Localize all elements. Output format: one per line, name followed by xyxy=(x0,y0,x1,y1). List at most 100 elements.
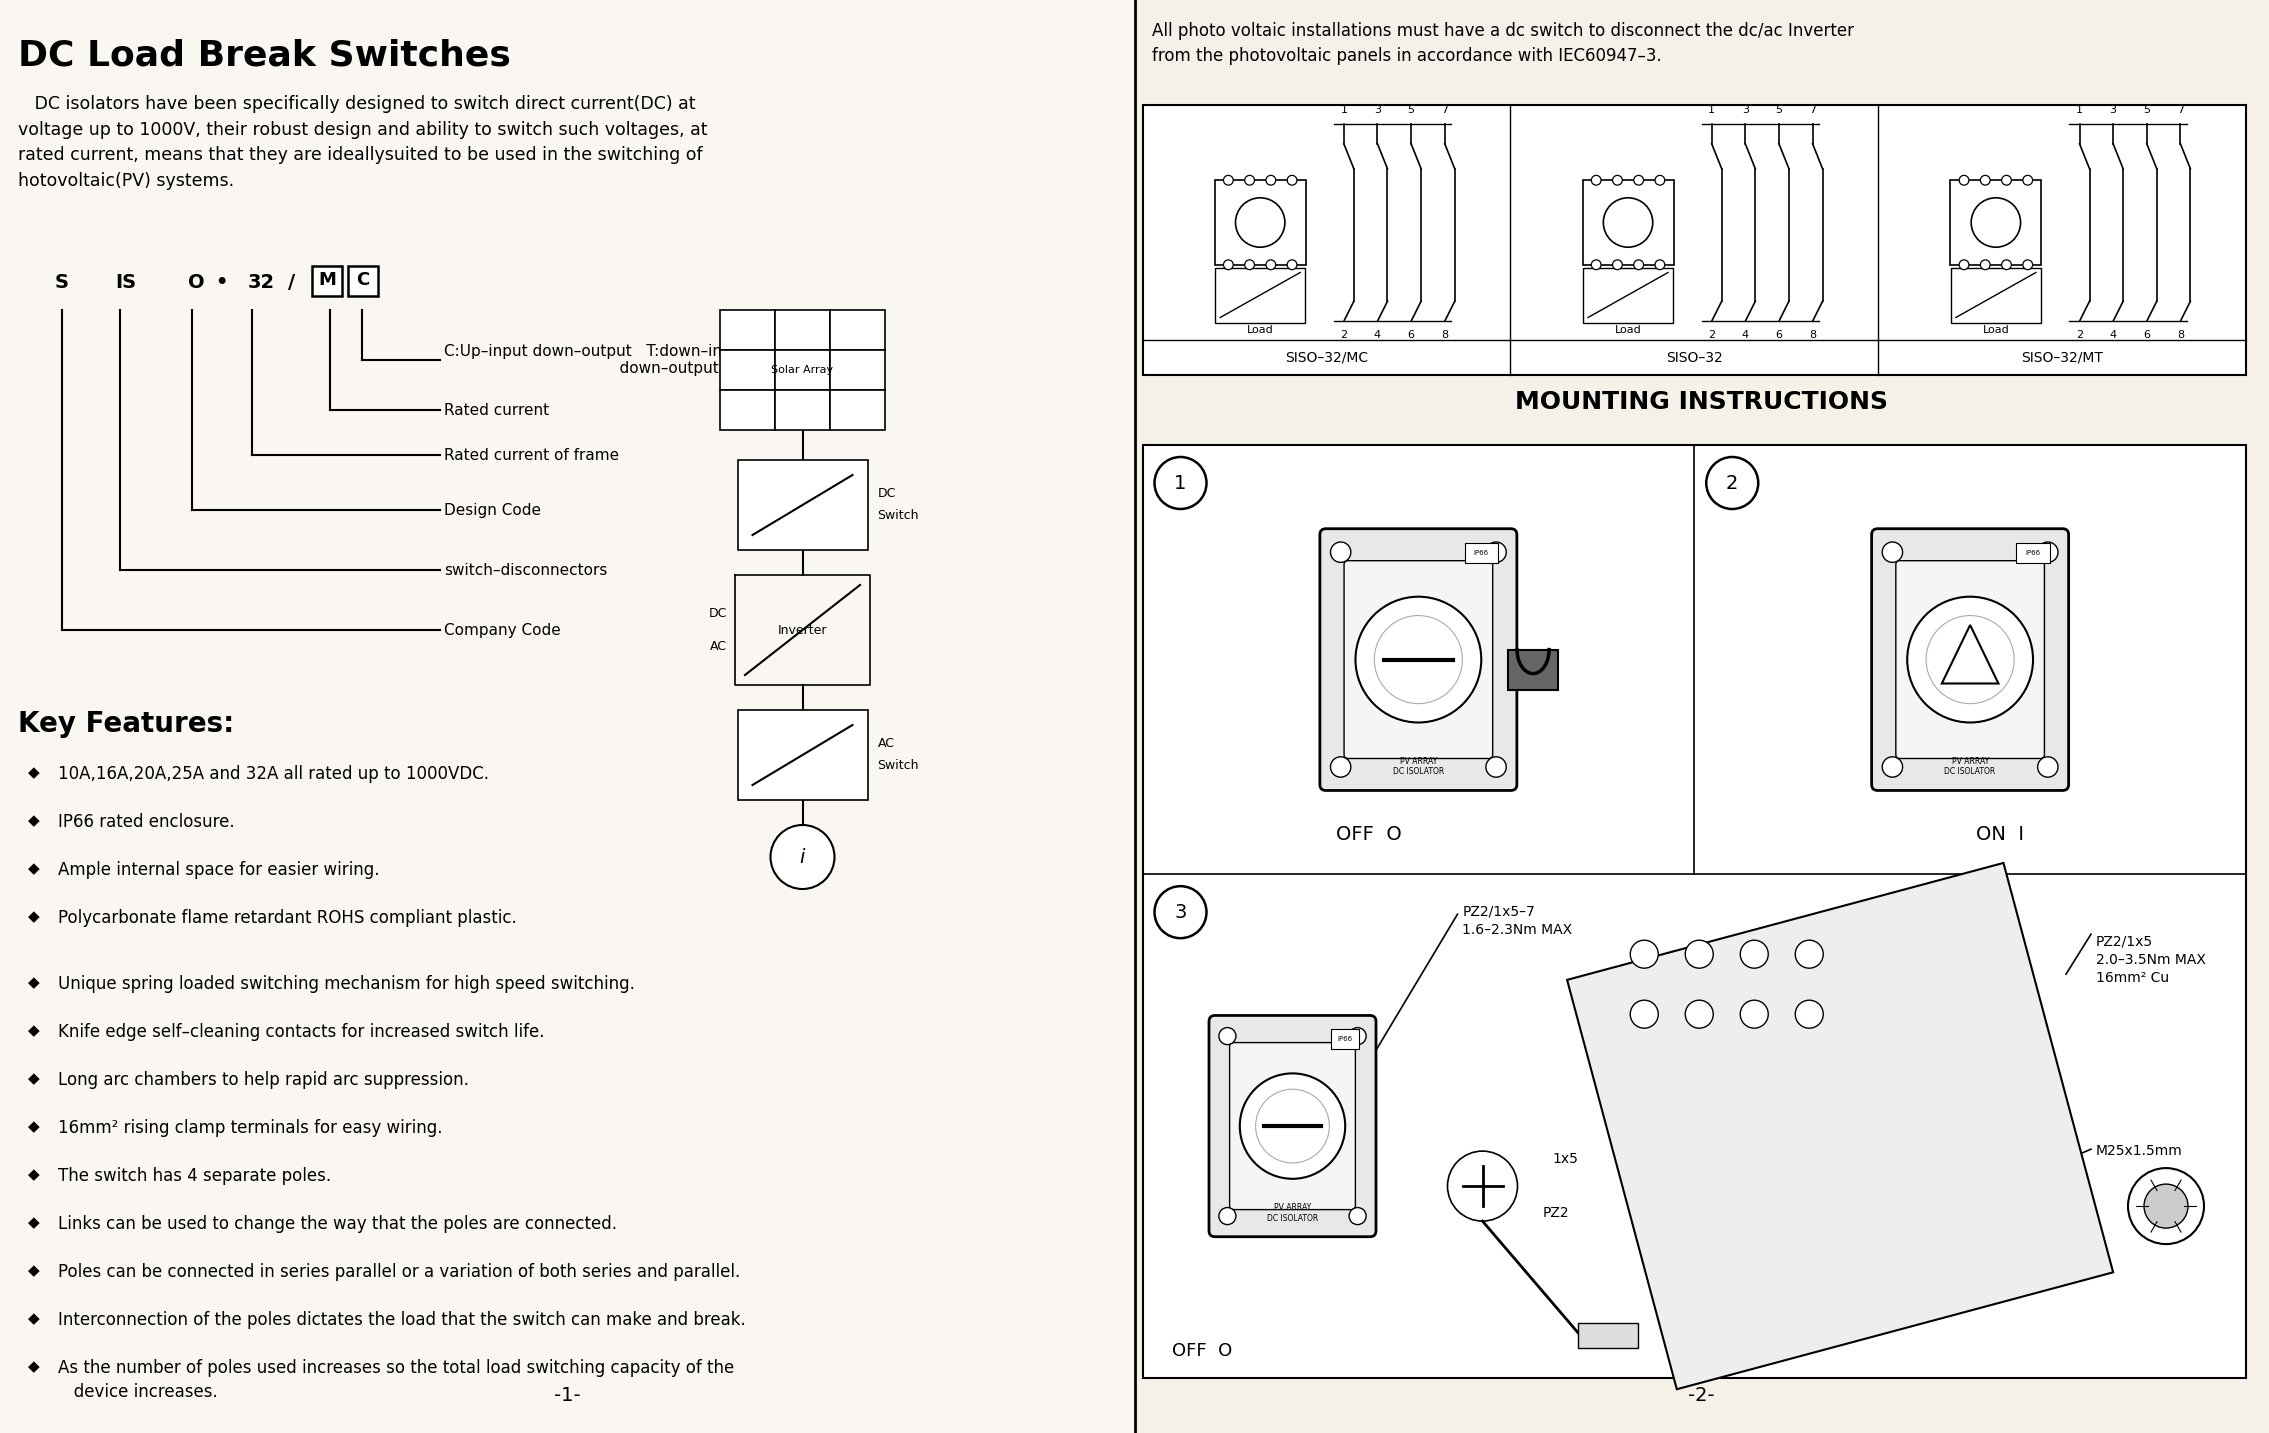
Circle shape xyxy=(1223,175,1234,185)
Text: M: M xyxy=(318,271,336,289)
Text: SISO–32/MC: SISO–32/MC xyxy=(1284,351,1368,364)
Text: AC: AC xyxy=(878,737,894,749)
Circle shape xyxy=(1634,175,1643,185)
Text: 16mm² rising clamp terminals for easy wiring.: 16mm² rising clamp terminals for easy wi… xyxy=(59,1119,442,1136)
Text: 3: 3 xyxy=(1375,105,1382,115)
Circle shape xyxy=(2038,757,2058,777)
Text: PV ARRAY
DC ISOLATOR: PV ARRAY DC ISOLATOR xyxy=(1945,757,1997,777)
Text: All photo voltaic installations must have a dc switch to disconnect the dc/ac In: All photo voltaic installations must hav… xyxy=(1153,21,1854,64)
Text: PZ2/1x5–7
1.6–2.3Nm MAX: PZ2/1x5–7 1.6–2.3Nm MAX xyxy=(1464,904,1572,937)
Text: 3: 3 xyxy=(1743,105,1749,115)
Text: 8: 8 xyxy=(2176,330,2185,340)
Bar xyxy=(1216,268,1305,322)
Bar xyxy=(830,350,885,390)
Text: MOUNTING INSTRUCTIONS: MOUNTING INSTRUCTIONS xyxy=(1516,390,1888,414)
Text: 2: 2 xyxy=(1341,330,1348,340)
Text: 2: 2 xyxy=(1727,473,1738,493)
Text: /: / xyxy=(288,274,295,292)
Bar xyxy=(1134,0,2269,1433)
Circle shape xyxy=(2024,175,2033,185)
Circle shape xyxy=(1330,757,1350,777)
Circle shape xyxy=(2024,259,2033,269)
Text: 6: 6 xyxy=(2144,330,2151,340)
Text: Inverter: Inverter xyxy=(778,623,828,636)
Bar xyxy=(830,310,885,350)
Text: ◆: ◆ xyxy=(27,1262,41,1278)
Text: Switch: Switch xyxy=(878,758,919,771)
Bar xyxy=(776,310,830,350)
Circle shape xyxy=(1237,198,1284,248)
Text: M25x1.5mm: M25x1.5mm xyxy=(2097,1144,2183,1158)
Bar xyxy=(719,390,776,430)
Circle shape xyxy=(1795,1000,1824,1029)
Circle shape xyxy=(1218,1208,1237,1225)
Bar xyxy=(1584,268,1672,322)
Circle shape xyxy=(1981,175,1990,185)
Text: 7: 7 xyxy=(1441,105,1448,115)
Text: 3: 3 xyxy=(1175,903,1187,921)
Text: O: O xyxy=(188,274,204,292)
Text: C: C xyxy=(356,271,370,289)
Circle shape xyxy=(1266,175,1275,185)
FancyBboxPatch shape xyxy=(1872,529,2069,791)
Circle shape xyxy=(1155,886,1207,939)
Circle shape xyxy=(1686,1000,1713,1029)
Bar xyxy=(776,390,830,430)
Text: 6: 6 xyxy=(1407,330,1414,340)
Bar xyxy=(830,390,885,430)
Bar xyxy=(1568,863,2112,1389)
Circle shape xyxy=(1486,542,1507,562)
Text: Polycarbonate flame retardant ROHS compliant plastic.: Polycarbonate flame retardant ROHS compl… xyxy=(59,909,517,927)
Circle shape xyxy=(1255,1089,1330,1164)
Text: ◆: ◆ xyxy=(27,974,41,990)
Text: ◆: ◆ xyxy=(27,1166,41,1182)
Text: 1: 1 xyxy=(1341,105,1348,115)
Circle shape xyxy=(1330,542,1350,562)
Circle shape xyxy=(1287,175,1298,185)
Text: ◆: ◆ xyxy=(27,861,41,876)
Text: ◆: ◆ xyxy=(27,1023,41,1037)
Bar xyxy=(1144,105,2246,375)
Circle shape xyxy=(1613,175,1622,185)
Text: SISO–32/MT: SISO–32/MT xyxy=(2022,351,2103,364)
Circle shape xyxy=(2001,175,2010,185)
Text: Knife edge self–cleaning contacts for increased switch life.: Knife edge self–cleaning contacts for in… xyxy=(59,1023,545,1040)
Text: 8: 8 xyxy=(1808,330,1815,340)
Circle shape xyxy=(1350,1208,1366,1225)
Text: Switch: Switch xyxy=(878,509,919,522)
Text: OFF  O: OFF O xyxy=(1173,1341,1232,1360)
Circle shape xyxy=(1448,1151,1518,1221)
Circle shape xyxy=(1958,175,1969,185)
Circle shape xyxy=(1686,940,1713,969)
Text: Links can be used to change the way that the poles are connected.: Links can be used to change the way that… xyxy=(59,1215,617,1232)
Text: -1-: -1- xyxy=(554,1386,581,1404)
Bar xyxy=(1214,181,1305,265)
Text: PV ARRAY
DC ISOLATOR: PV ARRAY DC ISOLATOR xyxy=(1393,757,1443,777)
Circle shape xyxy=(1350,1027,1366,1045)
Text: 3: 3 xyxy=(2110,105,2117,115)
Text: ◆: ◆ xyxy=(27,1070,41,1086)
Bar xyxy=(313,267,343,297)
Text: Ample internal space for easier wiring.: Ample internal space for easier wiring. xyxy=(59,861,379,878)
Text: Company Code: Company Code xyxy=(445,622,560,638)
Circle shape xyxy=(1629,940,1659,969)
Circle shape xyxy=(1654,175,1665,185)
Text: 32: 32 xyxy=(247,274,275,292)
Text: Rated current: Rated current xyxy=(445,403,549,417)
Text: PZ2/1x5
2.0–3.5Nm MAX
16mm² Cu: PZ2/1x5 2.0–3.5Nm MAX 16mm² Cu xyxy=(2097,934,2205,984)
Circle shape xyxy=(1355,596,1482,722)
FancyBboxPatch shape xyxy=(1343,560,1493,758)
Text: DC Load Break Switches: DC Load Break Switches xyxy=(18,39,511,72)
Text: S: S xyxy=(54,274,68,292)
Text: ◆: ◆ xyxy=(27,1358,41,1374)
Text: 5: 5 xyxy=(1407,105,1414,115)
Text: Solar Array: Solar Array xyxy=(771,365,833,375)
Text: -2-: -2- xyxy=(1688,1386,1715,1404)
Text: IP66: IP66 xyxy=(2026,550,2040,556)
Text: The switch has 4 separate poles.: The switch has 4 separate poles. xyxy=(59,1166,331,1185)
Text: ◆: ◆ xyxy=(27,1215,41,1230)
Text: 2: 2 xyxy=(1709,330,1715,340)
Text: 7: 7 xyxy=(1808,105,1815,115)
Text: SISO–32: SISO–32 xyxy=(1665,351,1722,364)
Circle shape xyxy=(1883,757,1904,777)
